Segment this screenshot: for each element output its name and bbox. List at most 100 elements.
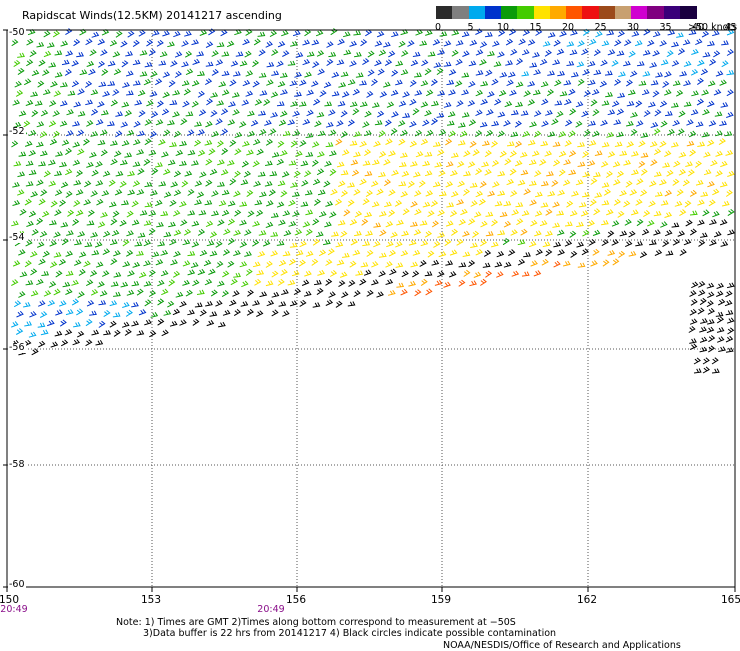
- wind-barb: [367, 69, 375, 77]
- wind-barb: [72, 141, 81, 148]
- legend-swatch: [436, 6, 453, 19]
- wind-barb: [402, 91, 410, 98]
- wind-barb: [306, 109, 314, 117]
- wind-barb: [679, 248, 687, 256]
- wind-barb: [702, 366, 710, 374]
- wind-barb: [294, 91, 302, 97]
- wind-barb: [103, 330, 111, 336]
- wind-barb: [475, 89, 484, 97]
- wind-barb: [276, 101, 285, 107]
- wind-barb: [143, 220, 152, 226]
- wind-barb: [642, 49, 651, 56]
- wind-barb: [304, 29, 312, 37]
- wind-barb: [569, 108, 577, 116]
- legend-swatch: [663, 6, 681, 19]
- wind-barb: [277, 140, 285, 148]
- wind-barb: [192, 318, 200, 326]
- wind-barb: [216, 140, 224, 148]
- wind-barb: [511, 270, 520, 277]
- wind-barb: [376, 110, 385, 118]
- wind-barb: [229, 79, 237, 87]
- wind-barb: [494, 261, 503, 268]
- wind-barb: [270, 212, 279, 218]
- wind-barb: [414, 72, 422, 78]
- wind-barb: [136, 288, 144, 296]
- wind-barb: [173, 30, 181, 38]
- wind-barb: [539, 158, 547, 166]
- wind-barb: [243, 170, 252, 178]
- wind-barb: [725, 347, 734, 353]
- wind-barb: [62, 281, 71, 288]
- wind-barb: [24, 140, 33, 147]
- wind-barb: [121, 140, 130, 147]
- wind-barb: [352, 108, 360, 116]
- wind-barb: [14, 80, 22, 88]
- wind-barb: [557, 70, 565, 77]
- wind-barb: [215, 118, 223, 126]
- wind-barb: [463, 269, 471, 277]
- wind-barb: [301, 179, 309, 187]
- wind-barb: [583, 129, 591, 137]
- wind-barb: [238, 121, 247, 128]
- wind-barb: [83, 199, 92, 206]
- wind-barb: [269, 171, 278, 177]
- wind-barb: [362, 198, 370, 206]
- wind-barb: [216, 42, 225, 48]
- wind-barb: [577, 161, 586, 167]
- wind-barb: [101, 109, 109, 116]
- lon-label: 156: [285, 594, 307, 606]
- wind-barb: [523, 90, 531, 97]
- wind-barb: [49, 261, 58, 268]
- wind-barb: [422, 201, 431, 208]
- wind-barb: [414, 289, 422, 297]
- wind-barb: [76, 51, 84, 58]
- wind-barb: [282, 210, 291, 217]
- wind-barb: [717, 336, 725, 343]
- wind-barb: [367, 50, 375, 58]
- wind-barb: [28, 149, 37, 157]
- wind-barb: [530, 219, 538, 227]
- wind-barb: [648, 200, 656, 208]
- wind-barb: [667, 29, 676, 36]
- wind-barb: [385, 220, 394, 228]
- wind-barb: [362, 121, 370, 128]
- wind-barb: [689, 228, 697, 236]
- wind-barb: [725, 335, 734, 343]
- wind-barb: [124, 109, 133, 117]
- wind-barb: [482, 140, 490, 146]
- legend-swatch: [533, 6, 551, 19]
- wind-barb: [575, 101, 584, 108]
- wind-barb: [53, 288, 61, 296]
- wind-barb: [37, 80, 45, 88]
- wind-barb: [545, 230, 553, 237]
- wind-barb: [293, 170, 301, 178]
- wind-barb: [672, 238, 681, 246]
- wind-barb: [86, 220, 95, 226]
- wind-barb: [665, 110, 673, 117]
- wind-barb: [317, 189, 326, 196]
- wind-barb: [43, 50, 52, 58]
- wind-barb: [54, 170, 62, 176]
- wind-barb: [545, 208, 553, 216]
- wind-barb: [66, 230, 74, 236]
- wind-barb: [528, 159, 537, 166]
- wind-barb: [456, 100, 464, 107]
- wind-barb: [294, 71, 302, 78]
- wind-barb: [713, 50, 721, 58]
- wind-barb: [253, 38, 261, 46]
- wind-barb: [556, 48, 565, 55]
- wind-barb: [199, 249, 208, 257]
- wind-barb: [95, 119, 104, 126]
- wind-barb: [304, 71, 312, 78]
- wind-barb: [133, 139, 141, 146]
- wind-barb: [282, 50, 290, 57]
- wind-barb: [131, 219, 140, 226]
- legend-swatch: [484, 6, 502, 19]
- wind-barb: [247, 289, 254, 297]
- wind-barb: [410, 261, 419, 268]
- wind-barb: [218, 81, 227, 88]
- wind-barb: [547, 131, 556, 137]
- wind-barb: [364, 149, 372, 157]
- wind-barb: [520, 110, 529, 116]
- wind-barb: [407, 40, 415, 47]
